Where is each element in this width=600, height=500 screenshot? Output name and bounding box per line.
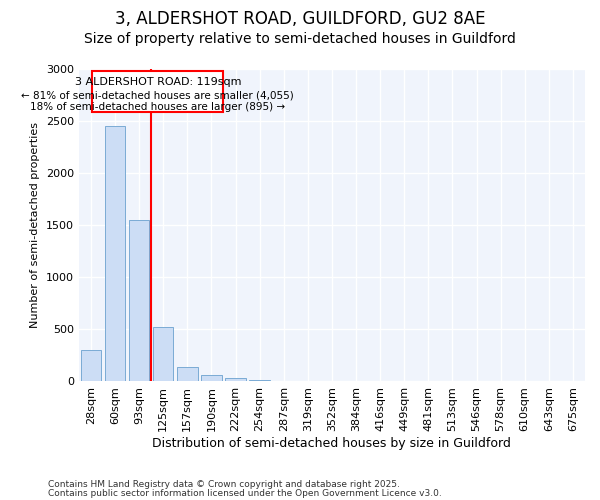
Bar bbox=[177, 367, 197, 382]
Text: 18% of semi-detached houses are larger (895) →: 18% of semi-detached houses are larger (… bbox=[30, 102, 286, 112]
Bar bbox=[250, 380, 270, 382]
Text: 3 ALDERSHOT ROAD: 119sqm: 3 ALDERSHOT ROAD: 119sqm bbox=[74, 77, 241, 87]
Text: ← 81% of semi-detached houses are smaller (4,055): ← 81% of semi-detached houses are smalle… bbox=[22, 90, 294, 101]
Bar bbox=[105, 126, 125, 382]
Bar bbox=[153, 328, 173, 382]
X-axis label: Distribution of semi-detached houses by size in Guildford: Distribution of semi-detached houses by … bbox=[152, 437, 511, 450]
FancyBboxPatch shape bbox=[92, 71, 223, 112]
Text: Contains public sector information licensed under the Open Government Licence v3: Contains public sector information licen… bbox=[48, 489, 442, 498]
Bar bbox=[225, 378, 246, 382]
Text: 3, ALDERSHOT ROAD, GUILDFORD, GU2 8AE: 3, ALDERSHOT ROAD, GUILDFORD, GU2 8AE bbox=[115, 10, 485, 28]
Bar bbox=[80, 350, 101, 382]
Y-axis label: Number of semi-detached properties: Number of semi-detached properties bbox=[31, 122, 40, 328]
Text: Contains HM Land Registry data © Crown copyright and database right 2025.: Contains HM Land Registry data © Crown c… bbox=[48, 480, 400, 489]
Bar bbox=[201, 375, 221, 382]
Bar bbox=[129, 220, 149, 382]
Text: Size of property relative to semi-detached houses in Guildford: Size of property relative to semi-detach… bbox=[84, 32, 516, 46]
